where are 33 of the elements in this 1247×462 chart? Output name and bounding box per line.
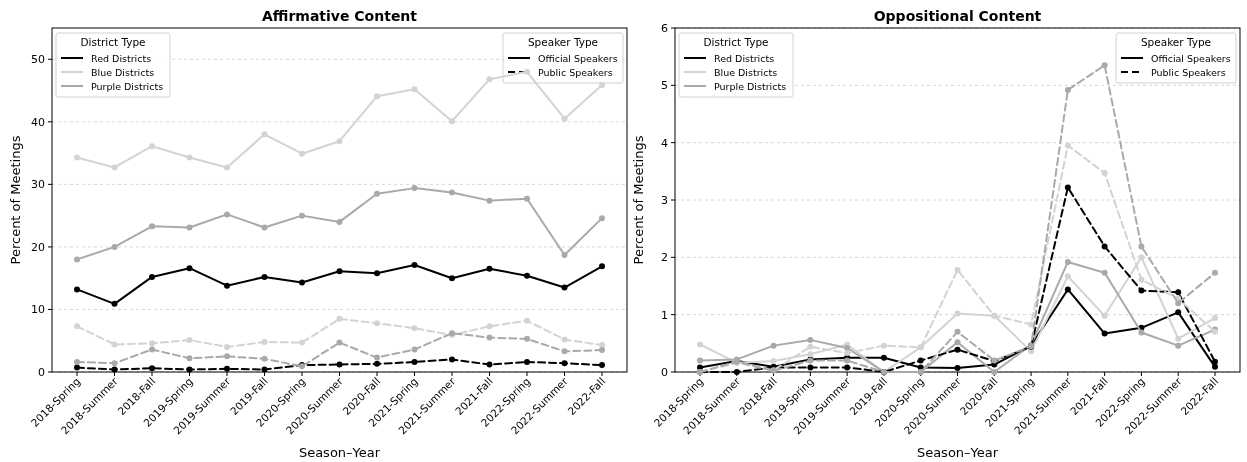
annotation: Public Speakers bbox=[1151, 66, 1226, 78]
y-tick-label: 30 bbox=[31, 178, 45, 192]
y-tick-label: 5 bbox=[661, 79, 668, 93]
chart-title: Oppositional Content bbox=[873, 8, 1042, 24]
chart-title: Affirmative Content bbox=[261, 8, 418, 24]
y-axis-title: Percent of Meetings bbox=[8, 135, 23, 265]
y-tick-label: 40 bbox=[31, 115, 45, 129]
annotation: Official Speakers bbox=[538, 52, 618, 64]
y-tick-label: 3 bbox=[661, 194, 668, 207]
annotation: Speaker Type bbox=[1140, 36, 1212, 48]
y-tick-label: 0 bbox=[38, 366, 45, 379]
legend-label: Red Districts bbox=[91, 52, 152, 64]
annotation: Speaker Type bbox=[527, 36, 599, 48]
legend-title: District Type bbox=[80, 36, 146, 48]
y-tick-label: 2 bbox=[661, 251, 668, 265]
y-axis-title: Percent of Meetings bbox=[631, 135, 646, 265]
y-tick-label: 1 bbox=[661, 308, 668, 322]
x-axis-title: Season–Year bbox=[298, 445, 381, 460]
legend-label: Blue Districts bbox=[91, 66, 155, 78]
legend-label: Purple Districts bbox=[714, 80, 787, 92]
legend-label: Blue Districts bbox=[714, 66, 778, 78]
y-tick-label: 4 bbox=[661, 136, 668, 150]
y-tick-label: 0 bbox=[661, 366, 668, 379]
y-tick-label: 6 bbox=[661, 22, 668, 35]
legend-label: Red Districts bbox=[714, 52, 775, 64]
legend-title: District Type bbox=[703, 36, 769, 48]
x-axis-title: Season–Year bbox=[916, 445, 999, 460]
y-tick-label: 10 bbox=[31, 303, 45, 317]
y-tick-label: 50 bbox=[31, 53, 45, 67]
legend-label: Purple Districts bbox=[91, 80, 164, 92]
annotation: Official Speakers bbox=[1151, 52, 1231, 64]
y-tick-label: 20 bbox=[31, 240, 45, 254]
annotation: Public Speakers bbox=[538, 66, 613, 78]
